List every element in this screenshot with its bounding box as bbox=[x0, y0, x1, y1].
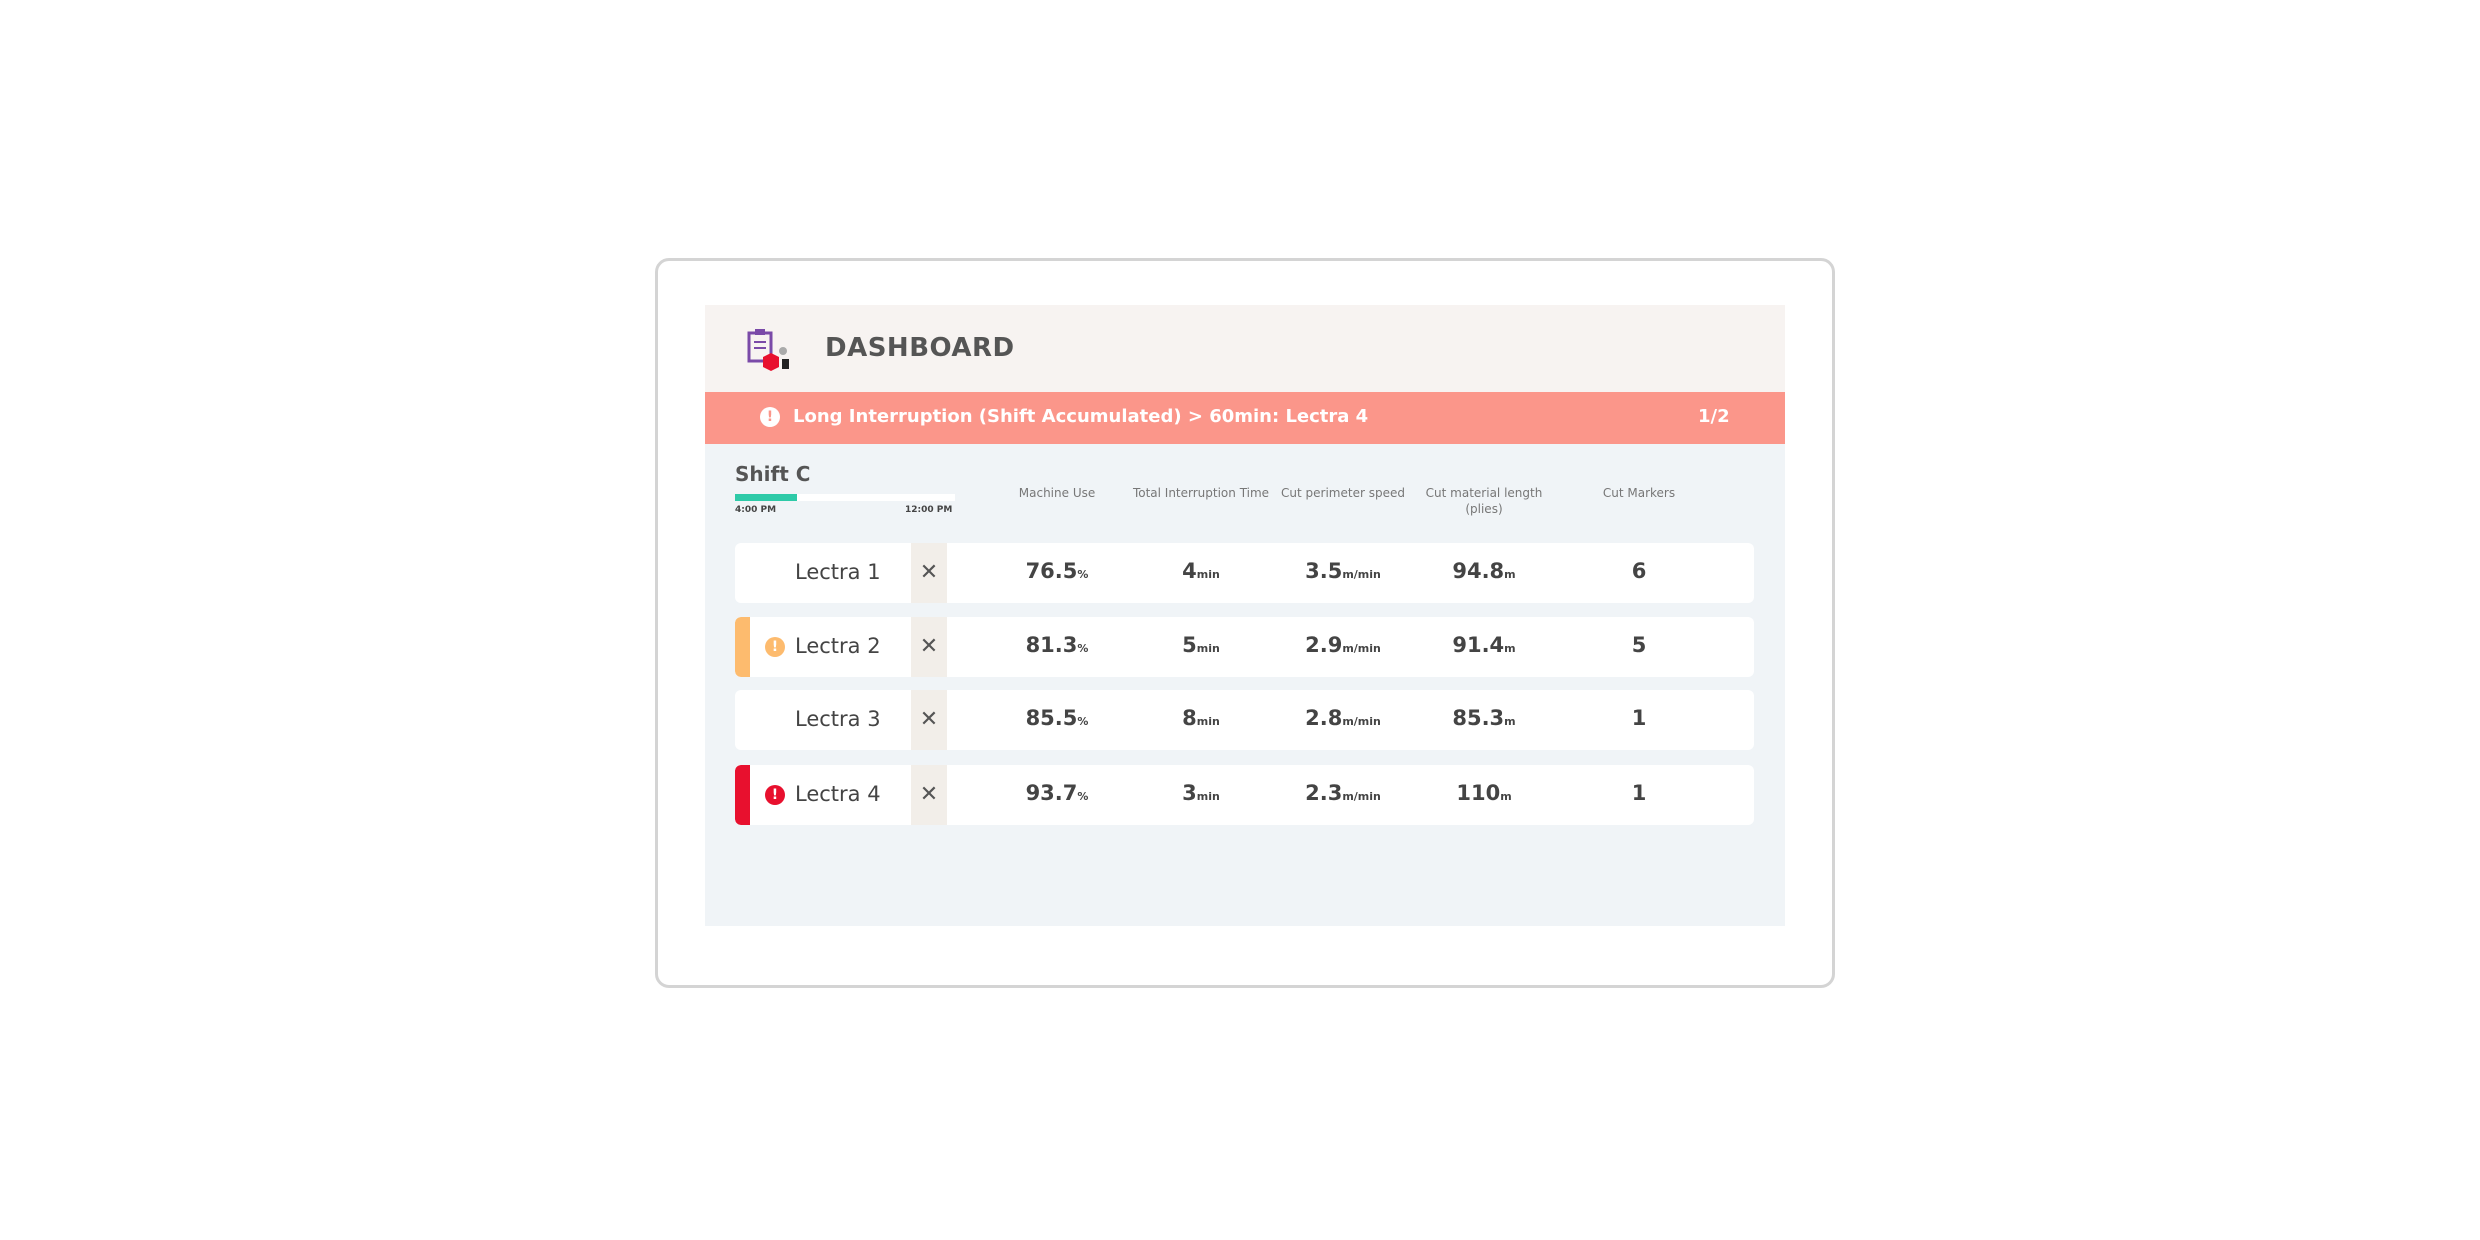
interruption-time-unit: min bbox=[1196, 642, 1220, 655]
machine-use-unit: % bbox=[1077, 790, 1089, 803]
col-machine-use: Machine Use bbox=[1018, 486, 1096, 500]
interruption-time: 3min bbox=[1121, 781, 1281, 805]
cut-markers: 5 bbox=[1631, 633, 1647, 657]
cut-markers: 1 bbox=[1631, 781, 1647, 805]
interruption-time-unit: min bbox=[1196, 568, 1220, 581]
alert-pager[interactable]: 1/2 bbox=[1698, 406, 1730, 427]
perimeter-speed-value: 3.5 bbox=[1305, 559, 1343, 583]
dashboard-panel: DASHBOARD ! Long Interruption (Shift Acc… bbox=[705, 305, 1785, 926]
machine-use-value: 81.3 bbox=[1025, 633, 1078, 657]
machine-name: Lectra 4 bbox=[795, 782, 881, 806]
perimeter-speed: 2.3m/min bbox=[1263, 781, 1423, 805]
dashboard-clipboard-icon bbox=[747, 329, 789, 371]
machine-row[interactable]: Lectra 3 ✕ 85.5% 8min 2.8m/min 85.3m 1 bbox=[735, 690, 1754, 750]
machine-use-unit: % bbox=[1077, 568, 1089, 581]
perimeter-speed: 2.8m/min bbox=[1263, 706, 1423, 730]
machine-use: 76.5% bbox=[977, 559, 1137, 583]
material-length-value: 94.8 bbox=[1452, 559, 1505, 583]
col-interruption: Total Interruption Time bbox=[1132, 486, 1270, 500]
machine-use-value: 76.5 bbox=[1025, 559, 1078, 583]
col-length: Cut material length (plies) bbox=[1425, 486, 1543, 516]
perimeter-speed: 3.5m/min bbox=[1263, 559, 1423, 583]
status-stripe bbox=[735, 765, 750, 825]
status-stripe bbox=[735, 617, 750, 677]
machine-use: 81.3% bbox=[977, 633, 1137, 657]
interruption-time-value: 8 bbox=[1182, 706, 1197, 730]
perimeter-speed-value: 2.3 bbox=[1305, 781, 1343, 805]
material-length: 94.8m bbox=[1404, 559, 1564, 583]
exclamation-circle-icon: ! bbox=[760, 407, 780, 427]
close-icon[interactable]: ✕ bbox=[911, 617, 947, 677]
shift-start-time: 4:00 PM bbox=[735, 505, 777, 515]
perimeter-speed-value: 2.9 bbox=[1305, 633, 1343, 657]
material-length-unit: m bbox=[1504, 642, 1516, 655]
interruption-time: 4min bbox=[1121, 559, 1281, 583]
machine-use-unit: % bbox=[1077, 642, 1089, 655]
perimeter-speed-unit: m/min bbox=[1342, 642, 1381, 655]
shift-end-time: 12:00 PM bbox=[905, 505, 953, 515]
material-length: 110m bbox=[1404, 781, 1564, 805]
material-length: 85.3m bbox=[1404, 706, 1564, 730]
perimeter-speed-unit: m/min bbox=[1342, 715, 1381, 728]
interruption-time-unit: min bbox=[1196, 790, 1220, 803]
machine-use-value: 93.7 bbox=[1025, 781, 1078, 805]
interruption-time: 5min bbox=[1121, 633, 1281, 657]
shift-progress-bar bbox=[735, 494, 955, 501]
shift-progress-fill bbox=[735, 494, 797, 501]
material-length-value: 91.4 bbox=[1452, 633, 1505, 657]
cut-markers: 1 bbox=[1631, 706, 1647, 730]
machine-row[interactable]: ! Lectra 4 ✕ 93.7% 3min 2.3m/min 110m 1 bbox=[735, 765, 1754, 825]
close-icon[interactable]: ✕ bbox=[911, 690, 947, 750]
machine-use: 85.5% bbox=[977, 706, 1137, 730]
interruption-time-value: 5 bbox=[1182, 633, 1197, 657]
col-markers: Cut Markers bbox=[1602, 486, 1676, 500]
material-length: 91.4m bbox=[1404, 633, 1564, 657]
machine-use-value: 85.5 bbox=[1025, 706, 1078, 730]
perimeter-speed: 2.9m/min bbox=[1263, 633, 1423, 657]
close-icon[interactable]: ✕ bbox=[911, 765, 947, 825]
machine-name: Lectra 2 bbox=[795, 634, 881, 658]
machine-row[interactable]: Lectra 1 ✕ 76.5% 4min 3.5m/min 94.8m 6 bbox=[735, 543, 1754, 603]
alert-banner[interactable]: ! Long Interruption (Shift Accumulated) … bbox=[705, 392, 1785, 444]
alert-message: Long Interruption (Shift Accumulated) > … bbox=[793, 406, 1369, 427]
perimeter-speed-unit: m/min bbox=[1342, 790, 1381, 803]
material-length-unit: m bbox=[1504, 715, 1516, 728]
col-speed: Cut perimeter speed bbox=[1281, 486, 1405, 500]
close-icon[interactable]: ✕ bbox=[911, 543, 947, 603]
material-length-value: 85.3 bbox=[1452, 706, 1505, 730]
cut-markers: 6 bbox=[1631, 559, 1647, 583]
interruption-time-unit: min bbox=[1196, 715, 1220, 728]
machine-use: 93.7% bbox=[977, 781, 1137, 805]
critical-icon: ! bbox=[765, 785, 785, 805]
page-title: DASHBOARD bbox=[825, 333, 1015, 363]
shift-name: Shift C bbox=[735, 462, 811, 486]
interruption-time-value: 3 bbox=[1182, 781, 1197, 805]
machine-use-unit: % bbox=[1077, 715, 1089, 728]
material-length-unit: m bbox=[1504, 568, 1516, 581]
machine-row[interactable]: ! Lectra 2 ✕ 81.3% 5min 2.9m/min 91.4m 5 bbox=[735, 617, 1754, 677]
perimeter-speed-unit: m/min bbox=[1342, 568, 1381, 581]
interruption-time-value: 4 bbox=[1182, 559, 1197, 583]
machine-name: Lectra 1 bbox=[795, 560, 881, 584]
material-length-unit: m bbox=[1500, 790, 1512, 803]
warning-icon: ! bbox=[765, 637, 785, 657]
machine-name: Lectra 3 bbox=[795, 707, 881, 731]
material-length-value: 110 bbox=[1456, 781, 1501, 805]
perimeter-speed-value: 2.8 bbox=[1305, 706, 1343, 730]
interruption-time: 8min bbox=[1121, 706, 1281, 730]
header: DASHBOARD bbox=[705, 305, 1785, 392]
